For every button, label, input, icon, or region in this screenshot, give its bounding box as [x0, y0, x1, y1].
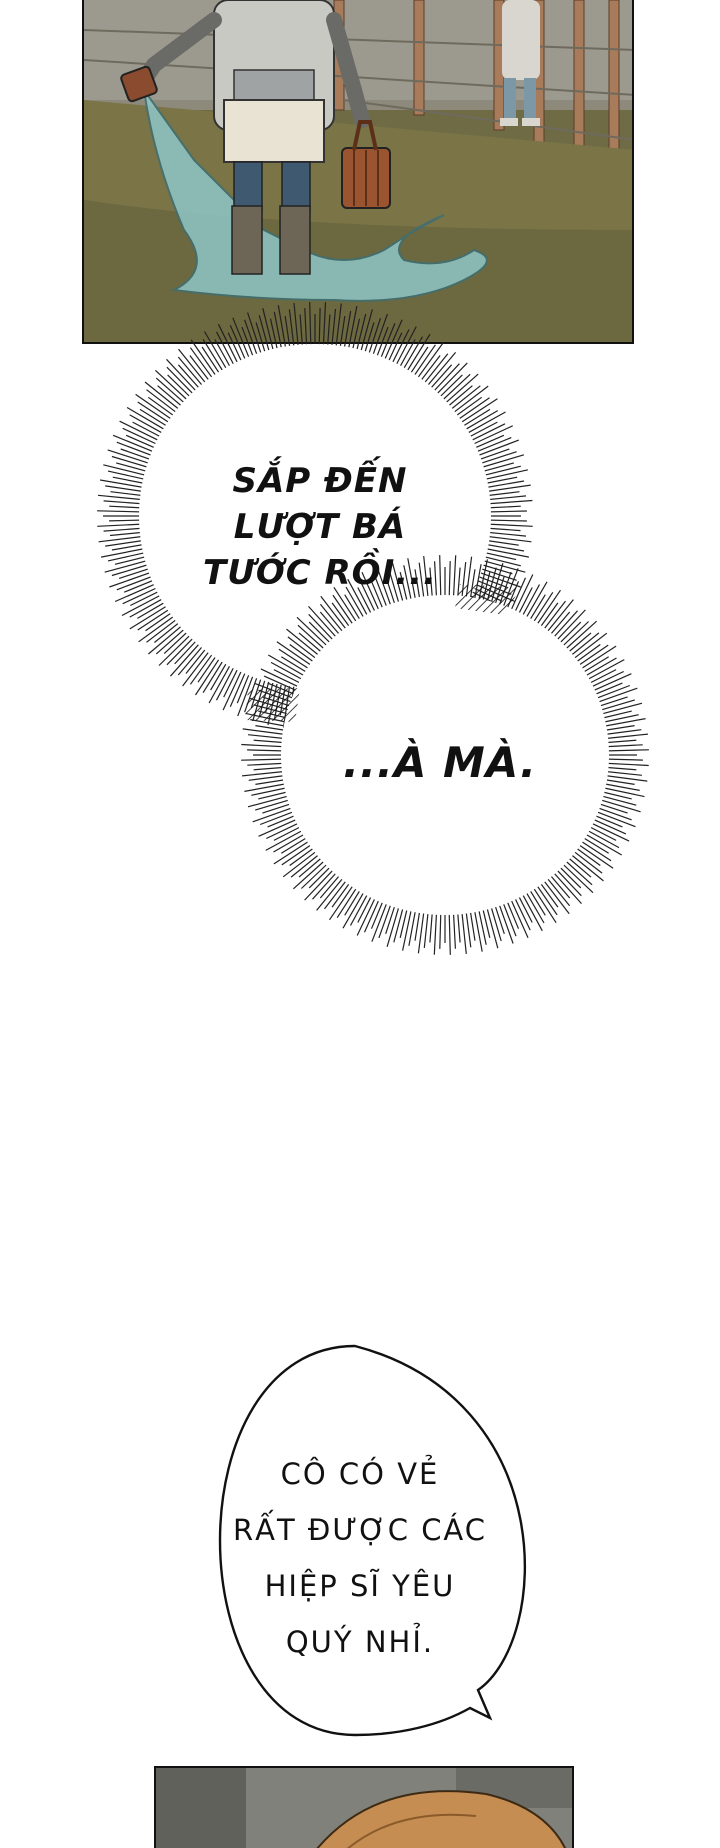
main-character	[136, 0, 370, 275]
bottom-panel	[154, 1766, 574, 1848]
burst-hatch-2	[245, 688, 300, 722]
wooden-bucket	[341, 120, 391, 209]
small-bucket	[120, 65, 158, 103]
burst-text-2: ...À MÀ.	[342, 738, 538, 787]
speech-text: CÔ CÓ VẺ RẤT ĐƯỢC CÁC HIỆP SĨ YÊU QUÝ NH…	[232, 1457, 488, 1659]
burst-text-1: SẮP ĐẾN LƯỢT BÁ TƯỚC RỒI...	[203, 461, 437, 593]
top-panel	[82, 0, 634, 344]
courtyard-illustration	[84, 0, 632, 342]
bottom-illustration	[156, 1768, 572, 1848]
background-knight	[500, 0, 540, 126]
